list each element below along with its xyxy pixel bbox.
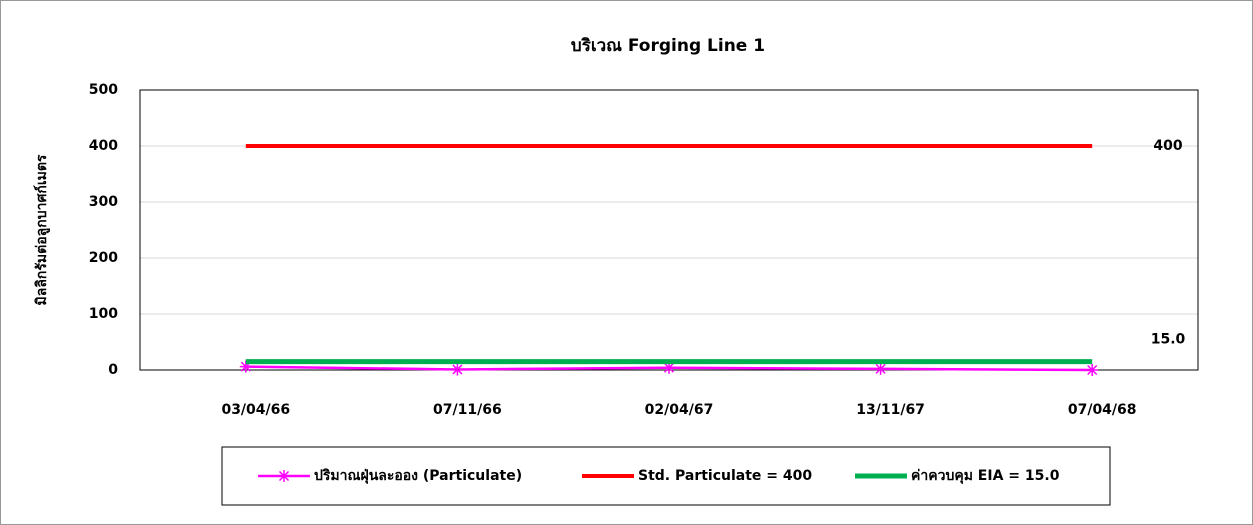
marker <box>451 363 464 376</box>
annotation: 400 <box>1153 138 1182 154</box>
x-tick-label: 13/11/67 <box>856 402 925 418</box>
x-tick-label: 03/04/66 <box>221 402 290 418</box>
legend-label: ปริมาณฝุ่นละออง (Particulate) <box>314 468 522 484</box>
legend-label: ค่าควบคุม EIA = 15.0 <box>911 468 1060 484</box>
y-tick-label: 100 <box>89 306 118 322</box>
marker <box>663 361 675 374</box>
y-tick-label: 300 <box>89 194 118 210</box>
y-tick-label: 200 <box>89 250 118 266</box>
x-tick-label: 02/04/67 <box>645 402 714 418</box>
y-tick-label: 0 <box>108 362 118 378</box>
marker <box>874 362 887 375</box>
legend-box <box>221 446 1111 506</box>
legend-label: Std. Particulate = 400 <box>638 468 812 484</box>
marker <box>239 360 252 373</box>
marker <box>1086 364 1099 376</box>
y-tick-label: 500 <box>89 82 118 98</box>
x-tick-label: 07/11/66 <box>433 402 502 418</box>
annotation: 15.0 <box>1151 332 1186 348</box>
marker <box>278 470 290 482</box>
y-axis-label: มิลลิกรัมต่อลูกบาศก์เมตร <box>33 154 50 305</box>
chart-title: บริเวณ Forging Line 1 <box>571 36 765 56</box>
x-tick-label: 07/04/68 <box>1068 402 1137 418</box>
y-tick-label: 400 <box>89 138 118 154</box>
